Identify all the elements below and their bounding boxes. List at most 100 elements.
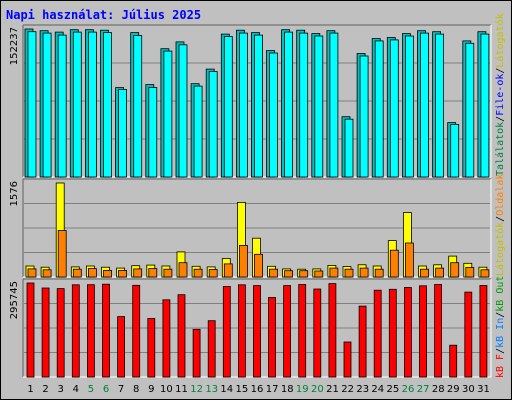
bar-top-2-day-31 xyxy=(480,33,490,178)
bar-top-2-day-17 xyxy=(269,52,278,178)
bar-bottom-1-day-22 xyxy=(343,341,352,378)
bar-middle-2-day-17 xyxy=(269,268,278,278)
day-label-7: 7 xyxy=(118,384,124,395)
legend-item: kB F xyxy=(495,354,506,378)
legend-item: / xyxy=(495,216,506,222)
bar-bottom-1-day-15 xyxy=(237,284,246,378)
day-label-22: 22 xyxy=(341,384,354,395)
bar-top-2-day-6 xyxy=(103,32,112,178)
bar-bottom-1-day-5 xyxy=(87,284,95,378)
legend-item: File-ok xyxy=(495,74,506,116)
bar-top-2-day-13 xyxy=(208,71,218,178)
bar-middle-2-day-20 xyxy=(314,270,324,278)
bar-bottom-1-day-20 xyxy=(313,288,322,378)
bar-top-2-day-14 xyxy=(223,36,233,178)
bar-bottom-1-day-4 xyxy=(71,284,80,378)
bar-bottom-1-day-10 xyxy=(162,299,171,378)
bar-top-2-day-28 xyxy=(435,33,445,178)
bar-top-2-day-3 xyxy=(57,34,67,178)
bar-top-2-day-21 xyxy=(329,32,339,178)
day-label-30: 30 xyxy=(462,384,475,395)
bar-middle-2-day-21 xyxy=(329,267,339,278)
bar-bottom-1-day-17 xyxy=(268,297,276,378)
day-label-4: 4 xyxy=(73,384,79,395)
bar-bottom-1-day-21 xyxy=(328,283,337,378)
bar-bottom-1-day-11 xyxy=(177,294,186,378)
bar-middle-2-day-11 xyxy=(178,262,188,278)
day-label-29: 29 xyxy=(447,384,460,395)
y-max-label: 295745 xyxy=(9,281,20,319)
legend-item: Találatok xyxy=(494,122,506,176)
bar-middle-2-day-1 xyxy=(27,268,37,278)
bar-middle-2-day-30 xyxy=(465,267,475,278)
bar-top-2-day-29 xyxy=(450,124,460,178)
bar-middle-2-day-27 xyxy=(420,268,429,278)
day-label-24: 24 xyxy=(371,384,384,395)
day-label-19: 19 xyxy=(296,384,309,395)
legend-top: Találatok/File-ok/Látogatók xyxy=(494,13,506,176)
bar-middle-2-day-31 xyxy=(480,269,490,278)
bar-bottom-1-day-19 xyxy=(298,284,307,378)
bar-bottom-1-day-2 xyxy=(41,287,50,378)
bar-top-2-day-23 xyxy=(359,55,369,178)
bar-middle-2-day-15 xyxy=(238,244,248,278)
bar-bottom-1-day-13 xyxy=(207,320,216,378)
bar-bottom-1-day-12 xyxy=(192,328,201,378)
day-label-26: 26 xyxy=(402,384,415,395)
day-label-13: 13 xyxy=(205,384,218,395)
day-label-6: 6 xyxy=(103,384,109,395)
bar-middle-2-day-16 xyxy=(254,253,263,278)
bar-middle-2-day-7 xyxy=(118,269,127,278)
bar-top-2-day-30 xyxy=(465,42,475,178)
legend-item: / xyxy=(495,116,506,122)
bar-middle-2-day-29 xyxy=(450,262,460,278)
bar-middle-2-day-6 xyxy=(103,269,112,278)
day-label-9: 9 xyxy=(148,384,154,395)
bar-top-2-day-2 xyxy=(42,32,52,178)
bar-bottom-1-day-14 xyxy=(222,285,231,378)
bar-bottom-1-day-3 xyxy=(56,288,65,378)
bar-middle-2-day-18 xyxy=(284,270,294,278)
bar-top-2-day-22 xyxy=(344,118,354,178)
bar-middle-2-day-4 xyxy=(72,268,82,278)
day-label-5: 5 xyxy=(88,384,94,395)
day-label-27: 27 xyxy=(417,384,430,395)
bar-middle-2-day-26 xyxy=(404,242,414,278)
bar-top-2-day-16 xyxy=(254,34,263,178)
day-label-11: 11 xyxy=(175,384,188,395)
bar-middle-2-day-2 xyxy=(42,269,52,278)
bar-bottom-1-day-30 xyxy=(464,291,473,378)
bar-top-2-day-8 xyxy=(133,35,143,178)
bar-top-2-day-7 xyxy=(118,89,127,178)
y-max-label: 1576 xyxy=(9,181,20,206)
day-label-2: 2 xyxy=(42,384,48,395)
bar-middle-2-day-28 xyxy=(435,267,445,278)
bar-top-2-day-18 xyxy=(284,31,294,178)
day-label-3: 3 xyxy=(58,384,64,395)
day-label-15: 15 xyxy=(236,384,249,395)
bar-top-2-day-10 xyxy=(163,50,173,178)
day-label-31: 31 xyxy=(477,384,490,395)
bar-middle-2-day-23 xyxy=(359,267,369,278)
bar-middle-2-day-9 xyxy=(148,268,158,278)
bar-top-2-day-20 xyxy=(314,35,324,178)
day-label-1: 1 xyxy=(27,384,33,395)
bar-top-2-day-26 xyxy=(404,35,414,178)
day-label-18: 18 xyxy=(281,384,294,395)
bar-bottom-1-day-9 xyxy=(147,318,156,378)
day-label-10: 10 xyxy=(160,384,173,395)
bar-middle-2-day-3 xyxy=(57,230,67,278)
day-label-8: 8 xyxy=(133,384,139,395)
bar-top-2-day-5 xyxy=(88,31,97,178)
bar-top-2-day-12 xyxy=(193,85,203,178)
legend-item: Oldalak xyxy=(495,174,506,216)
bar-middle-2-day-24 xyxy=(374,268,384,278)
chart-title: Napi használat: Július 2025 xyxy=(6,8,201,22)
bar-bottom-1-day-29 xyxy=(449,344,458,378)
legend-item: kB Out xyxy=(495,276,506,312)
panel-middle: 1576 xyxy=(9,178,492,278)
bar-middle-2-day-25 xyxy=(389,249,399,278)
bar-middle-2-day-5 xyxy=(88,268,97,278)
bar-bottom-1-day-16 xyxy=(253,285,261,378)
bar-middle-2-day-19 xyxy=(299,270,309,278)
